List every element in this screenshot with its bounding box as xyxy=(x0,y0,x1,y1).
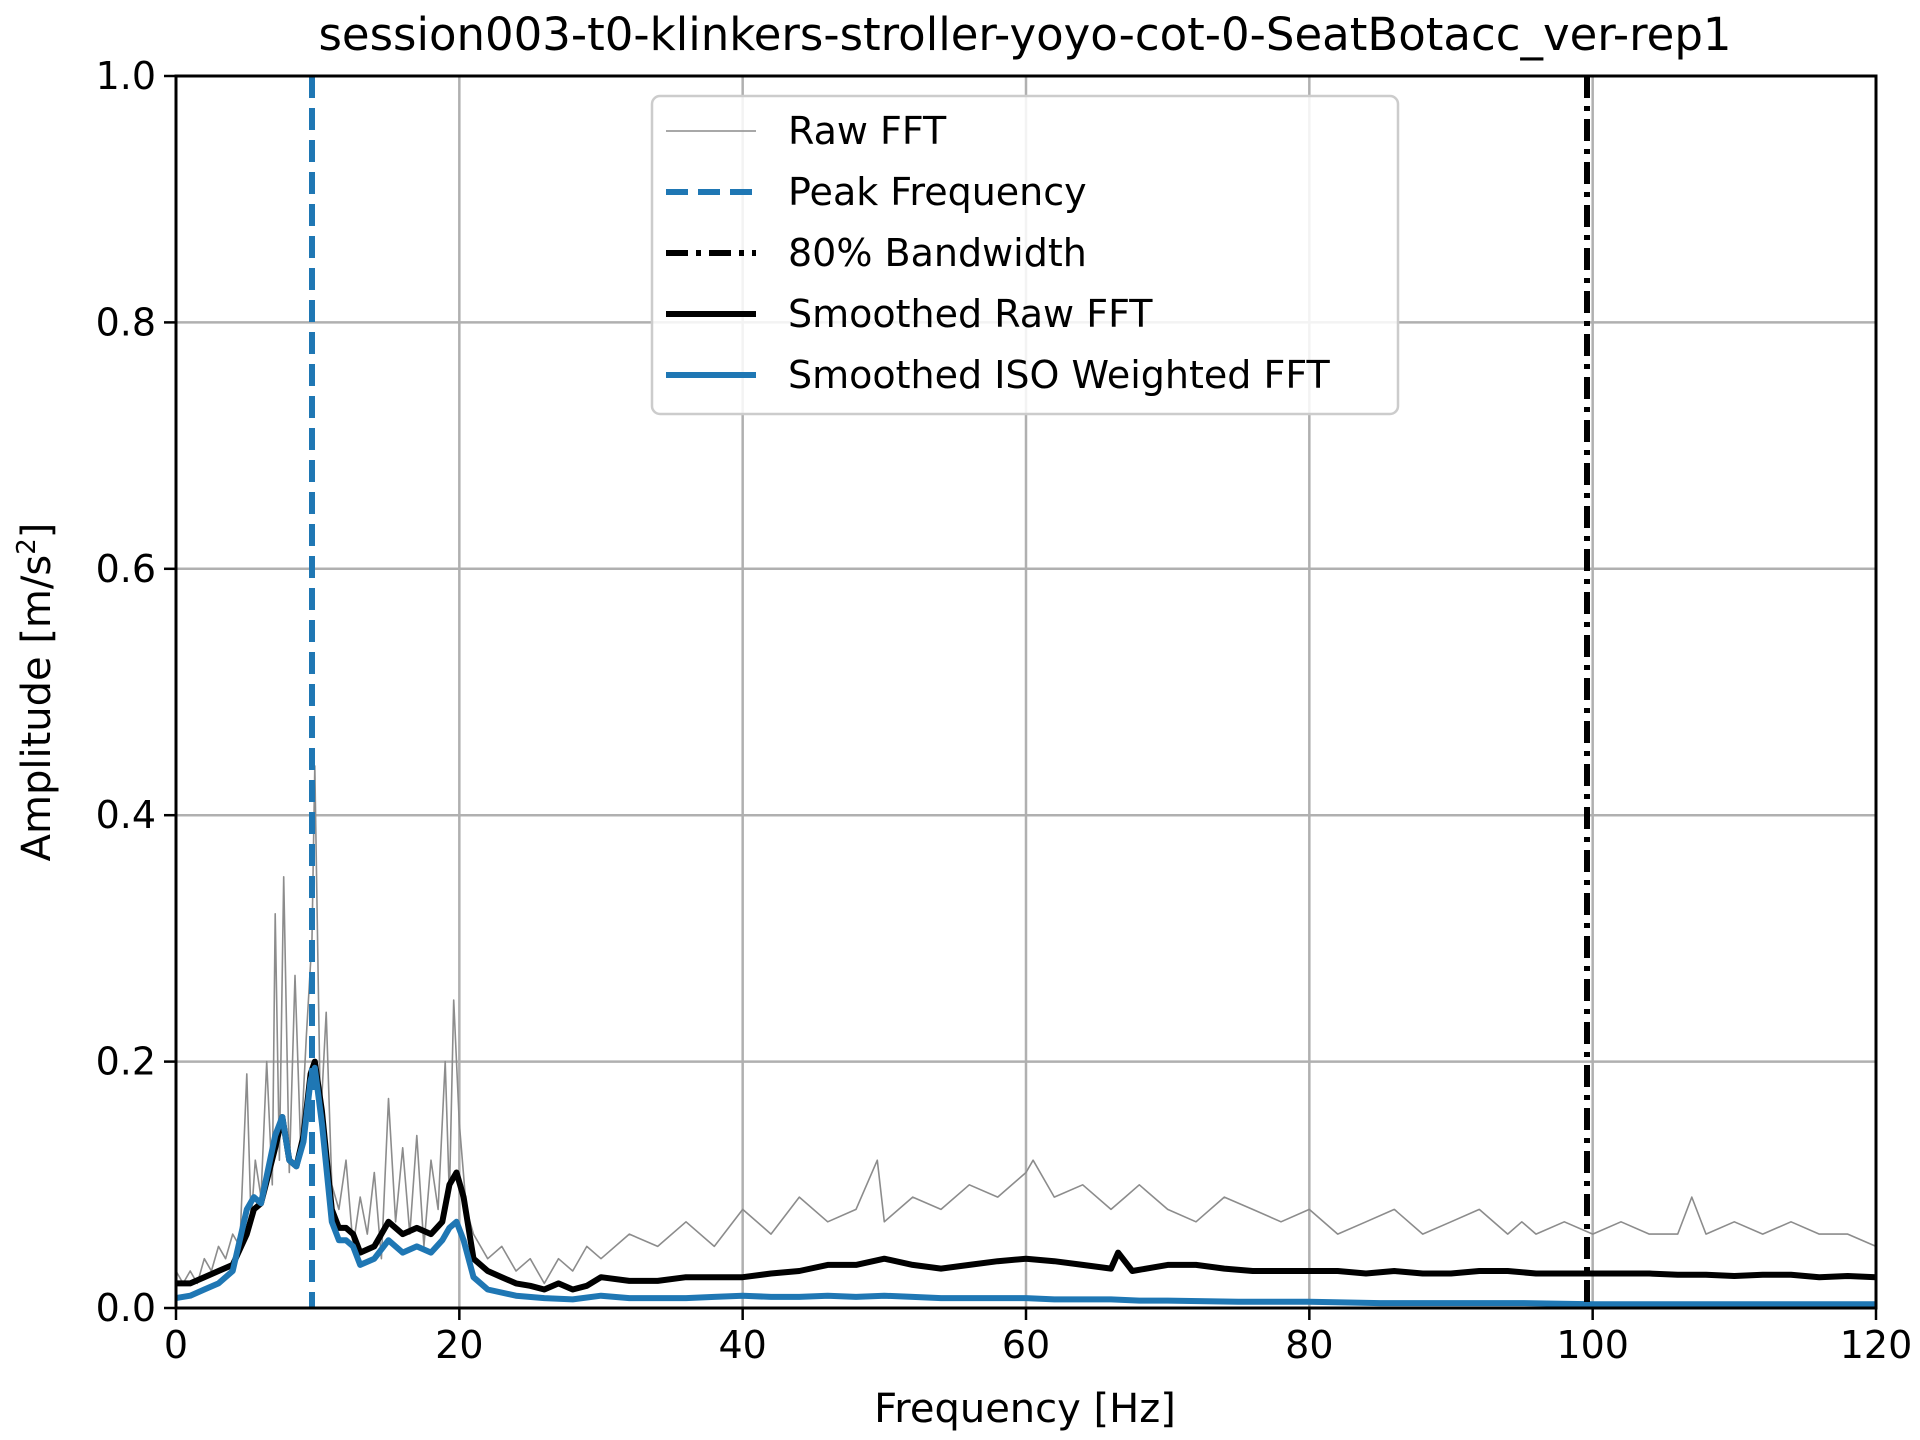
legend-label: Peak Frequency xyxy=(788,170,1087,214)
x-tick-label: 40 xyxy=(718,1323,766,1367)
smoothed-iso-weighted-fft-series xyxy=(175,1064,1876,1308)
legend-label: Smoothed ISO Weighted FFT xyxy=(788,353,1331,397)
legend-label: Raw FFT xyxy=(788,109,947,153)
legend: Raw FFT Peak Frequency 80% Bandwidth Smooth… xyxy=(650,94,1400,416)
x-tick-label: 100 xyxy=(1556,1323,1629,1367)
y-tick-label: 0.0 xyxy=(96,1286,156,1330)
x-tick-label: 80 xyxy=(1285,1323,1333,1367)
legend-label: Smoothed Raw FFT xyxy=(788,292,1153,336)
y-tick-label: 0.4 xyxy=(96,793,156,837)
legend-box xyxy=(650,94,1400,416)
x-tick-label: 60 xyxy=(1002,1323,1050,1367)
y-axis-label: Amplitude [m/s2] xyxy=(12,523,60,862)
x-tick-label: 20 xyxy=(435,1323,483,1367)
y-axis: 0.0 0.2 0.4 0.6 0.8 1.0 xyxy=(96,54,176,1330)
y-tick-label: 1.0 xyxy=(96,54,156,98)
series-line-0 xyxy=(175,765,1877,1285)
series-line-2 xyxy=(175,1064,1876,1308)
raw-fft-series xyxy=(175,765,1877,1285)
x-axis-label: Frequency [Hz] xyxy=(874,1386,1176,1432)
y-tick-label: 0.6 xyxy=(96,547,156,591)
x-axis: 0 20 40 60 80 100 120 xyxy=(164,1308,1912,1367)
chart-title: session003-t0-klinkers-stroller-yoyo-cot… xyxy=(318,8,1731,61)
x-tick-label: 120 xyxy=(1840,1323,1913,1367)
x-tick-label: 0 xyxy=(164,1323,188,1367)
legend-label: 80% Bandwidth xyxy=(788,231,1087,275)
y-tick-label: 0.2 xyxy=(96,1040,156,1084)
y-tick-label: 0.8 xyxy=(96,300,156,344)
